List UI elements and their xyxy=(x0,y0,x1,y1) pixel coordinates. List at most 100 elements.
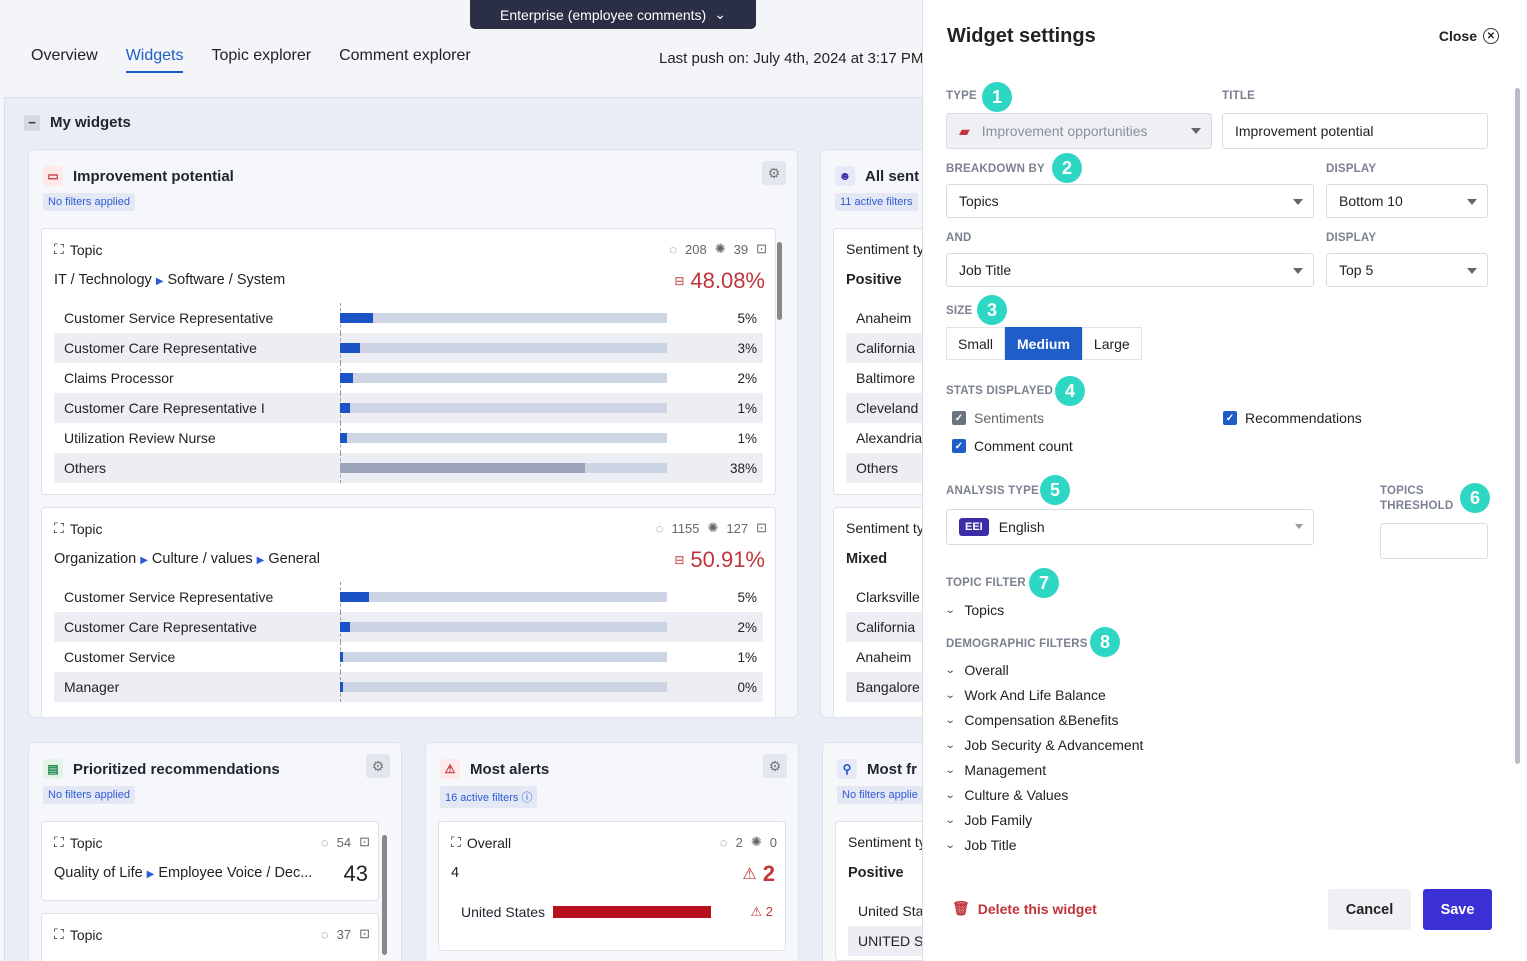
panel-scrollbar[interactable] xyxy=(1515,88,1520,764)
row-bar xyxy=(340,423,667,453)
filter-badge[interactable]: 11 active filters xyxy=(835,193,918,211)
lightbulb-icon: ✺ xyxy=(750,834,762,849)
focus-icon[interactable]: ⊡ xyxy=(756,520,767,535)
filter-badge[interactable]: No filters applie xyxy=(837,786,922,804)
save-button[interactable]: Save xyxy=(1423,889,1492,930)
tab-widgets[interactable]: Widgets xyxy=(125,47,184,73)
tab-overview[interactable]: Overview xyxy=(31,47,98,64)
sentiment-type-label: Sentiment ty xyxy=(848,834,922,850)
path-part: IT / Technology xyxy=(54,272,152,288)
table-row[interactable]: Customer Care Representative I 1% xyxy=(54,393,763,423)
table-row[interactable]: Utilization Review Nurse 1% xyxy=(54,423,763,453)
chevron-down-icon: ⌄ xyxy=(944,739,956,751)
row-value: 2% xyxy=(737,619,757,635)
chevron-down-icon: ⌄ xyxy=(944,839,956,851)
comment-count: 2 xyxy=(735,834,743,850)
table-row[interactable]: Manager 0% xyxy=(54,672,763,702)
analysis-select[interactable]: EEI English xyxy=(946,509,1314,545)
title-input[interactable]: Improvement potential xyxy=(1222,113,1488,149)
focus-icon[interactable]: ⊡ xyxy=(359,926,370,941)
sentiments-checkbox[interactable]: ✓ Sentiments xyxy=(952,410,1044,426)
checkbox-label: Comment count xyxy=(974,438,1073,454)
delete-widget-button[interactable]: 🗑 Delete this widget xyxy=(952,900,1097,917)
close-label: Close xyxy=(1438,28,1477,44)
tree-item-job-security[interactable]: ⌄ Job Security & Advancement xyxy=(944,737,1144,753)
table-row[interactable]: Customer Care Representative 3% xyxy=(54,333,763,363)
gear-icon[interactable]: ⚙ xyxy=(762,161,786,185)
comment-count-checkbox[interactable]: ✓ Comment count xyxy=(952,438,1073,454)
display-value: Top 5 xyxy=(1339,262,1374,278)
row-bar xyxy=(340,333,667,363)
topic-label: Topic xyxy=(69,834,103,851)
cancel-button[interactable]: Cancel xyxy=(1328,889,1411,930)
row-alert: ⚠ 2 xyxy=(750,904,773,920)
topic-path[interactable]: IT / Technology ▶ Software / System xyxy=(54,272,285,288)
tree-item-job-family[interactable]: ⌄ Job Family xyxy=(945,812,1032,828)
tree-item-culture[interactable]: ⌄ Culture & Values xyxy=(945,787,1069,803)
sentiment-type-label: Sentiment ty xyxy=(846,520,922,536)
widget-scrollbar[interactable] xyxy=(777,242,782,320)
environment-selector[interactable]: Enterprise (employee comments) ⌄ xyxy=(470,0,756,29)
threshold-input[interactable] xyxy=(1380,523,1488,559)
table-row[interactable]: Customer Service Representative 5% xyxy=(54,303,763,333)
topic-label: Topic xyxy=(69,241,103,258)
path-part: Employee Voice / Dec... xyxy=(158,865,313,881)
tree-item-compensation[interactable]: ⌄ Compensation &Benefits xyxy=(945,712,1119,728)
widget-all-sentiments: ☻ All sent 11 active filters Sentiment t… xyxy=(820,149,922,718)
info-icon[interactable]: ⓘ xyxy=(521,792,533,804)
row-label: Customer Care Representative I xyxy=(64,400,265,416)
chevron-down-icon xyxy=(1295,524,1303,529)
row-bar xyxy=(340,363,667,393)
chevron-down-icon xyxy=(1293,199,1303,205)
display-select-1[interactable]: Bottom 10 xyxy=(1326,184,1488,218)
sentiment-block: Sentiment ty Mixed Clarksville Californi… xyxy=(833,507,922,717)
table-row[interactable]: Customer Service 1% xyxy=(54,642,763,672)
and-value: Job Title xyxy=(959,262,1012,278)
type-select[interactable]: ▰ Improvement opportunities xyxy=(946,113,1212,149)
table-row[interactable]: Customer Service Representative 5% xyxy=(54,582,763,612)
focus-icon[interactable]: ⊡ xyxy=(359,834,370,849)
gear-icon[interactable]: ⚙ xyxy=(763,754,787,778)
tree-item-topics[interactable]: ⌄ Topics xyxy=(945,602,1004,618)
tree-item-work-life[interactable]: ⌄ Work And Life Balance xyxy=(945,687,1106,703)
tab-comment-explorer[interactable]: Comment explorer xyxy=(339,47,471,64)
topic-path[interactable]: Organization ▶ Culture / values ▶ General xyxy=(54,551,320,567)
list-item: Cleveland xyxy=(846,393,922,423)
topic-path[interactable]: Quality of Life ▶ Employee Voice / Dec... xyxy=(54,865,312,881)
table-row[interactable]: Others 38% xyxy=(54,453,763,483)
display-select-2[interactable]: Top 5 xyxy=(1326,253,1488,287)
size-toggle: Small Medium Large xyxy=(946,327,1142,360)
tree-label: Job Security & Advancement xyxy=(964,737,1144,753)
table-row[interactable]: Customer Care Representative 2% xyxy=(54,612,763,642)
display-value: Bottom 10 xyxy=(1339,193,1403,209)
tree-item-management[interactable]: ⌄ Management xyxy=(945,762,1046,778)
size-medium-button[interactable]: Medium xyxy=(1005,327,1082,360)
filter-badge[interactable]: 16 active filters ⓘ xyxy=(440,786,538,808)
and-select[interactable]: Job Title xyxy=(946,253,1314,287)
size-small-button[interactable]: Small xyxy=(946,327,1006,360)
size-large-button[interactable]: Large xyxy=(1081,327,1142,360)
recommendations-checkbox[interactable]: ✓ Recommendations xyxy=(1223,410,1362,426)
tree-item-overall[interactable]: ⌄ Overall xyxy=(945,662,1009,678)
tree-item-job-title[interactable]: ⌄ Job Title xyxy=(944,837,1017,853)
focus-icon[interactable]: ⊡ xyxy=(756,241,767,256)
close-button[interactable]: Close ✕ xyxy=(1439,28,1499,44)
widget-scrollbar[interactable] xyxy=(382,835,387,955)
filter-badge[interactable]: No filters applied xyxy=(43,193,135,211)
tab-topic-explorer[interactable]: Topic explorer xyxy=(211,47,312,64)
row-value: 5% xyxy=(737,589,757,605)
alert-bar xyxy=(553,906,711,918)
overall-label: Overall xyxy=(466,834,512,851)
gear-icon[interactable]: ⚙ xyxy=(366,754,390,778)
filter-badge[interactable]: No filters applied xyxy=(43,786,135,804)
collapse-icon[interactable]: − xyxy=(24,114,40,131)
breakdown-select[interactable]: Topics xyxy=(946,184,1314,218)
row-value: 5% xyxy=(737,310,757,326)
list-item: Others xyxy=(846,453,922,483)
list-item: Bangalore xyxy=(846,672,922,702)
table-row[interactable]: Claims Processor 2% xyxy=(54,363,763,393)
delete-label: Delete this widget xyxy=(977,900,1097,917)
type-label: TYPE xyxy=(946,90,977,102)
row-bar-fill xyxy=(340,403,350,413)
widget-title: ▭ Improvement potential xyxy=(43,166,234,186)
